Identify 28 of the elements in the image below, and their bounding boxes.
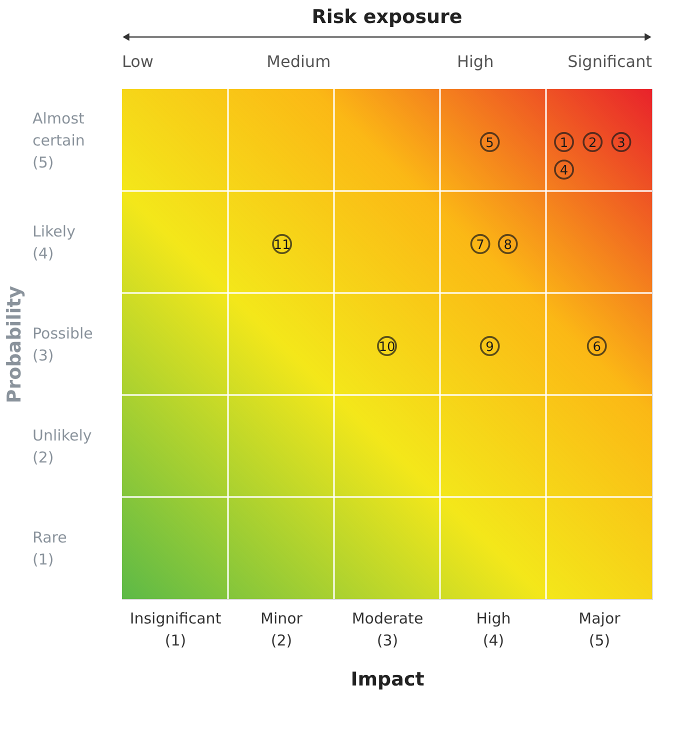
annotation: 4 [560,164,568,179]
text: High [456,52,494,71]
annotation: 2 [588,136,597,152]
text: Significant [568,52,652,71]
annotation: 8 [504,238,512,254]
x-tick-label: Insignificant (1) [130,610,222,650]
annotation: 3 [617,136,626,152]
x-tick-label: Major (5) [578,610,622,650]
y-tick-label: Unlikely (2) [32,426,92,466]
annotation: 7 [476,238,484,254]
x2-axis-title: Risk exposure [312,6,462,28]
x-tick-label: Minor (2) [260,610,304,650]
annotation: 5 [486,136,494,152]
y-tick-label: Rare (1) [32,528,67,568]
annotation: 11 [274,238,290,254]
x-tick-label: Moderate (3) [352,610,424,650]
y-tick-label: Likely (4) [32,222,76,262]
x-tick-label: High (4) [476,610,511,650]
x-axis-title: Impact [350,668,424,690]
annotation: 10 [378,340,396,356]
text: Low [122,52,154,71]
y-tick-label: Almost certain (5) [32,110,85,172]
annotation: 9 [486,340,494,356]
text: Medium [266,52,331,71]
annotation: 1 [560,136,568,152]
y-tick-label: Possible (3) [32,324,93,364]
annotation: 6 [592,340,602,356]
y-axis-title: Probability [4,285,26,404]
